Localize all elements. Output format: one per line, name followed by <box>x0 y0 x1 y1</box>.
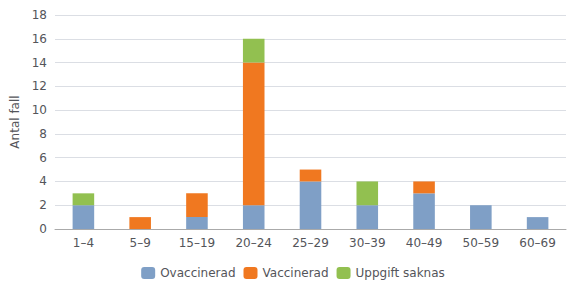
svg-text:8: 8 <box>39 127 47 141</box>
svg-text:12: 12 <box>32 79 47 93</box>
svg-text:20–24: 20–24 <box>235 236 272 250</box>
svg-text:50–59: 50–59 <box>463 236 500 250</box>
svg-text:2: 2 <box>39 198 47 212</box>
svg-text:Uppgift saknas: Uppgift saknas <box>356 266 445 280</box>
svg-text:18: 18 <box>32 8 47 22</box>
svg-text:40–49: 40–49 <box>406 236 443 250</box>
svg-text:6: 6 <box>39 151 47 165</box>
svg-text:1–4: 1–4 <box>73 236 94 250</box>
svg-text:10: 10 <box>32 103 47 117</box>
svg-text:15–19: 15–19 <box>179 236 216 250</box>
svg-text:60–69: 60–69 <box>519 236 556 250</box>
svg-text:Antal fall: Antal fall <box>8 95 22 148</box>
svg-text:5–9: 5–9 <box>130 236 151 250</box>
svg-text:Vaccinerad: Vaccinerad <box>263 266 329 280</box>
svg-text:25–29: 25–29 <box>292 236 329 250</box>
svg-text:16: 16 <box>32 32 47 46</box>
svg-text:Ovaccinerad: Ovaccinerad <box>160 266 235 280</box>
svg-text:30–39: 30–39 <box>349 236 386 250</box>
svg-text:4: 4 <box>39 174 47 188</box>
svg-text:14: 14 <box>32 56 47 70</box>
svg-text:0: 0 <box>39 222 47 236</box>
